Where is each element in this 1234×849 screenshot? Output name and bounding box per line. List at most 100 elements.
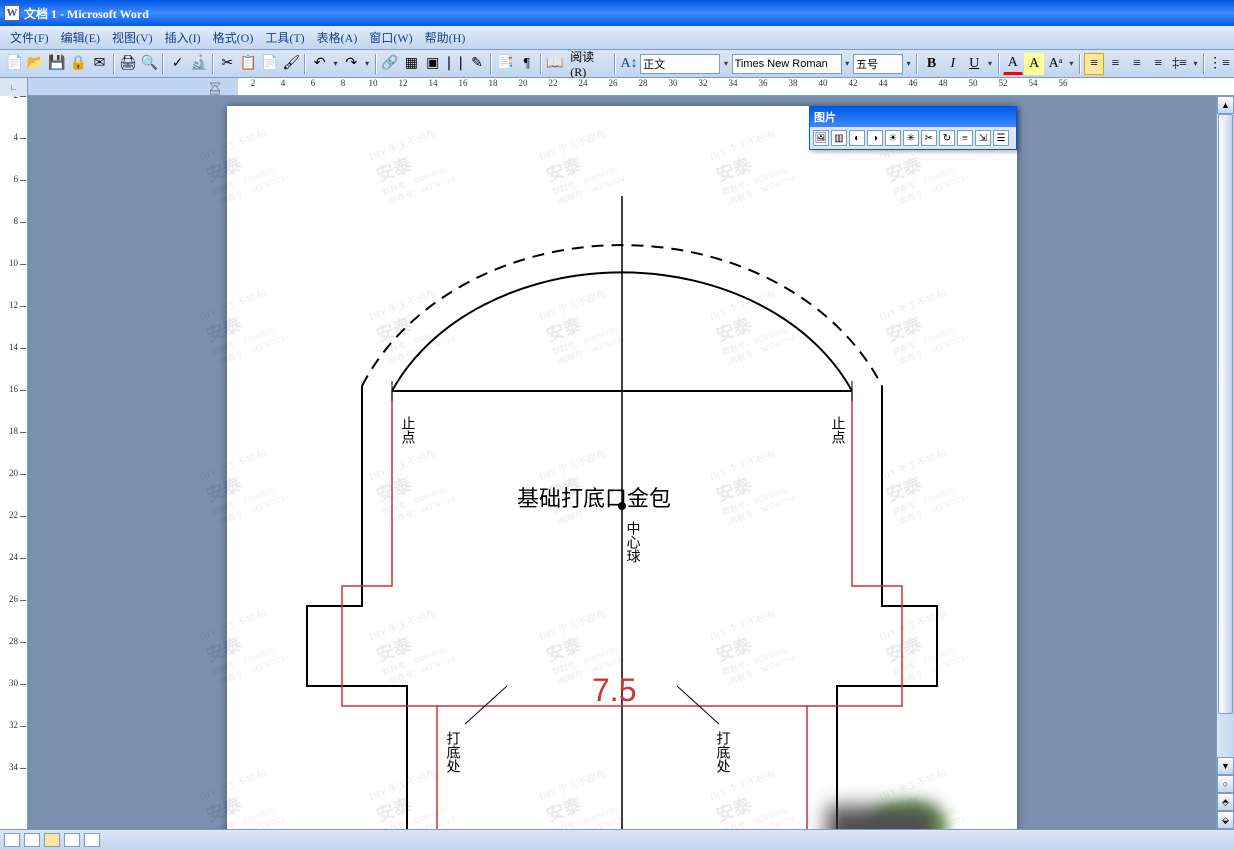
prev-page-button[interactable]: ⬘ <box>1217 793 1234 811</box>
picture-toolbar-title[interactable]: 图片 <box>810 107 1016 127</box>
hruler-mark: 6 <box>298 78 328 88</box>
menu-tools[interactable]: 工具(T) <box>259 27 310 48</box>
horizontal-ruler[interactable]: 2468101214161820222426283032343638404244… <box>238 78 1234 95</box>
drawing-button[interactable]: ✎ <box>467 53 487 75</box>
vertical-ruler[interactable] <box>0 96 28 829</box>
style-select[interactable] <box>640 54 720 74</box>
char-format-button[interactable]: Aᵃ <box>1045 53 1065 75</box>
scroll-up-button[interactable]: ▲ <box>1217 96 1234 114</box>
new-button[interactable]: 📄 <box>4 53 24 75</box>
vertical-scrollbar[interactable]: ▲ ▼ ○ ⬘ ⬙ <box>1216 96 1234 829</box>
char-dropdown[interactable]: ▾ <box>1067 53 1076 75</box>
menu-table[interactable]: 表格(A) <box>311 27 364 48</box>
vruler-mark <box>20 642 26 684</box>
spell-button[interactable]: ✓ <box>167 53 187 75</box>
more-contrast-button[interactable]: ◐ <box>849 130 865 146</box>
style-prefix-icon[interactable]: A↕ <box>619 53 639 75</box>
compress-button[interactable]: ⇲ <box>975 130 991 146</box>
more-brightness-button[interactable]: ☀ <box>885 130 901 146</box>
stop-point-left: 止点 <box>400 416 416 444</box>
align-right-button[interactable]: ≡ <box>1127 53 1147 75</box>
redo-dropdown[interactable]: ▾ <box>363 53 372 75</box>
menu-window[interactable]: 窗口(W) <box>363 27 418 48</box>
outline-view-button[interactable] <box>64 833 80 847</box>
center-ball-label: 中心球 <box>625 521 641 563</box>
highlight-button[interactable]: A <box>1024 53 1044 75</box>
docmap-button[interactable]: 📑 <box>495 53 515 75</box>
style-dropdown[interactable]: ▾ <box>721 53 730 75</box>
rotate-button[interactable]: ↻ <box>939 130 955 146</box>
line-style-button[interactable]: ≡ <box>957 130 973 146</box>
read-button[interactable]: 阅读(R) <box>566 48 611 80</box>
permission-button[interactable]: 🔒 <box>68 53 88 75</box>
color-button[interactable]: ▥ <box>831 130 847 146</box>
picture-toolbar[interactable]: 图片 🖼 ▥ ◐ ◑ ☀ ✳ ✂ ↻ ≡ ⇲ ☰ <box>809 106 1017 150</box>
table-button[interactable]: ▦ <box>401 53 421 75</box>
normal-view-button[interactable] <box>4 833 20 847</box>
print-button[interactable]: 🖨 <box>118 53 138 75</box>
hruler-mark: 20 <box>508 78 538 88</box>
align-justify-button[interactable]: ≡ <box>1148 53 1168 75</box>
less-brightness-button[interactable]: ✳ <box>903 130 919 146</box>
book-icon[interactable]: 📖 <box>545 53 565 75</box>
size-dropdown[interactable]: ▾ <box>904 53 913 75</box>
menu-help[interactable]: 帮助(H) <box>419 27 472 48</box>
word-icon: W <box>4 5 20 21</box>
font-color-button[interactable]: A <box>1003 53 1023 75</box>
redo-button[interactable]: ↷ <box>341 53 361 75</box>
print-view-button[interactable] <box>44 833 60 847</box>
research-button[interactable]: 🔬 <box>189 53 209 75</box>
numbering-button[interactable]: ⋮≡ <box>1208 53 1230 75</box>
columns-button[interactable]: ❘❘ <box>444 53 466 75</box>
wrap-button[interactable]: ☰ <box>993 130 1009 146</box>
font-select[interactable] <box>732 54 842 74</box>
open-button[interactable]: 📂 <box>25 53 45 75</box>
browse-object-button[interactable]: ○ <box>1217 775 1234 793</box>
excel-button[interactable]: ▣ <box>423 53 443 75</box>
document-area[interactable]: DIY 手工不织布安泰群群号：3330581352群群号：343745724DI… <box>28 96 1216 829</box>
copy-button[interactable]: 📋 <box>238 53 258 75</box>
vruler-mark <box>20 180 26 222</box>
hruler-mark: 10 <box>358 78 388 88</box>
paragraph-button[interactable]: ¶ <box>517 53 537 75</box>
line-spacing-button[interactable]: ‡≡ <box>1169 53 1189 75</box>
mail-button[interactable]: ✉ <box>89 53 109 75</box>
vruler-mark <box>20 432 26 474</box>
hruler-mark: 36 <box>748 78 778 88</box>
menu-view[interactable]: 视图(V) <box>106 27 159 48</box>
preview-button[interactable]: 🔍 <box>139 53 159 75</box>
scroll-track[interactable] <box>1217 114 1234 757</box>
italic-button[interactable]: I <box>943 53 963 75</box>
web-view-button[interactable] <box>24 833 40 847</box>
scroll-thumb[interactable] <box>1218 114 1233 714</box>
paste-button[interactable]: 📄 <box>260 53 280 75</box>
undo-button[interactable]: ↶ <box>309 53 329 75</box>
vruler-mark <box>20 726 26 768</box>
hyperlink-button[interactable]: 🔗 <box>380 53 400 75</box>
crop-button[interactable]: ✂ <box>921 130 937 146</box>
spacing-dropdown[interactable]: ▾ <box>1191 53 1200 75</box>
insert-picture-button[interactable]: 🖼 <box>813 130 829 146</box>
font-dropdown[interactable]: ▾ <box>843 53 852 75</box>
bold-button[interactable]: B <box>921 53 941 75</box>
size-select[interactable] <box>853 54 903 74</box>
menu-edit[interactable]: 编辑(E) <box>55 27 106 48</box>
hruler-mark: 28 <box>628 78 658 88</box>
reading-view-button[interactable] <box>84 833 100 847</box>
next-page-button[interactable]: ⬙ <box>1217 811 1234 829</box>
cut-button[interactable]: ✂ <box>217 53 237 75</box>
menu-file[interactable]: 文件(F) <box>4 27 55 48</box>
menu-format[interactable]: 格式(O) <box>207 27 260 48</box>
underline-dropdown[interactable]: ▾ <box>985 53 994 75</box>
align-left-button[interactable]: ≡ <box>1084 53 1104 75</box>
menu-insert[interactable]: 插入(I) <box>159 27 207 48</box>
indent-marker-icon[interactable] <box>210 79 220 95</box>
undo-dropdown[interactable]: ▾ <box>331 53 340 75</box>
save-button[interactable]: 💾 <box>47 53 67 75</box>
hruler-mark: 34 <box>718 78 748 88</box>
align-center-button[interactable]: ≡ <box>1105 53 1125 75</box>
less-contrast-button[interactable]: ◑ <box>867 130 883 146</box>
format-painter-button[interactable]: 🖌 <box>281 53 301 75</box>
underline-button[interactable]: U <box>964 53 984 75</box>
scroll-down-button[interactable]: ▼ <box>1217 757 1234 775</box>
